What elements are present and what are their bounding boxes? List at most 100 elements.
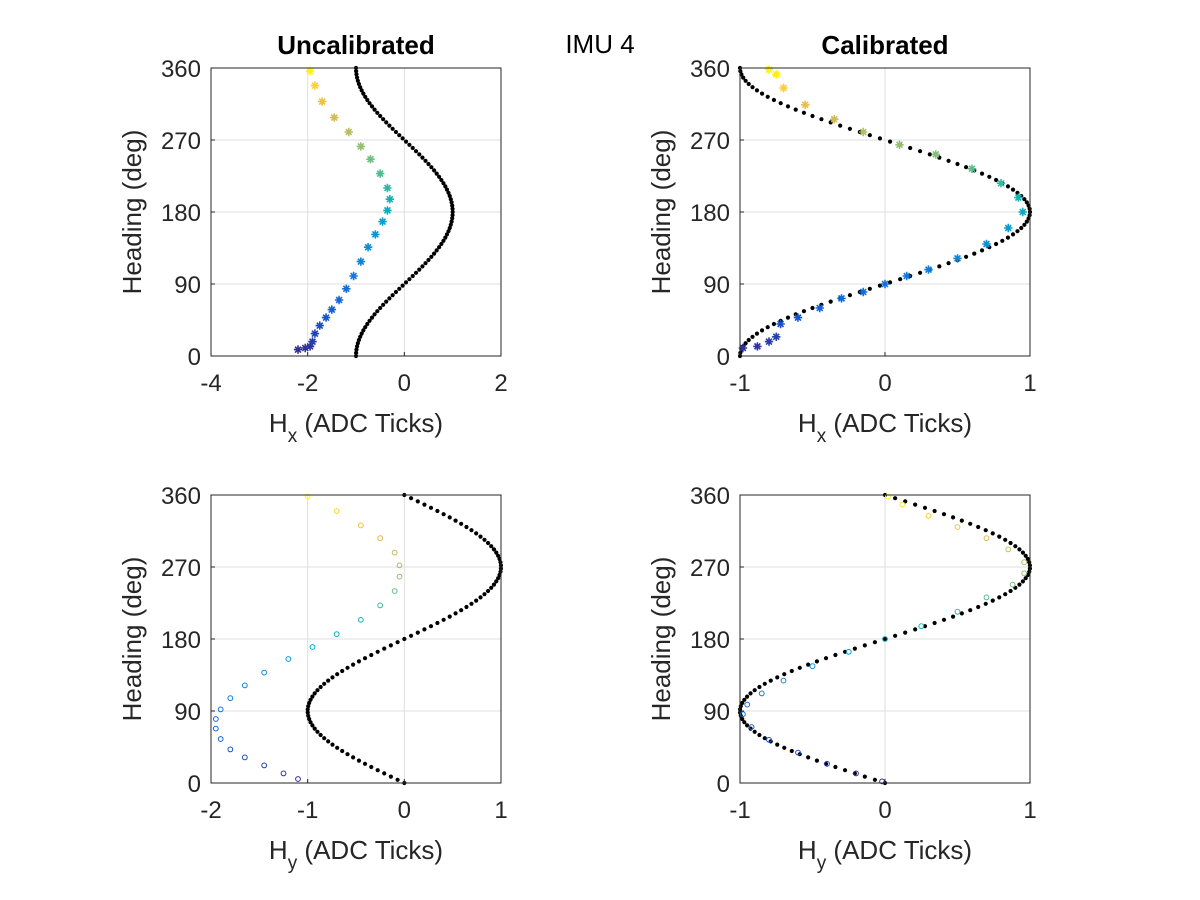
reference-point xyxy=(378,305,383,311)
reference-point xyxy=(474,598,479,603)
reference-point xyxy=(1003,592,1008,597)
reference-point xyxy=(426,257,431,263)
reference-point xyxy=(983,601,988,606)
y-tick-label: 270 xyxy=(690,555,730,582)
reference-point xyxy=(1017,547,1022,552)
reference-point xyxy=(431,251,437,256)
data-point xyxy=(330,113,339,122)
reference-point xyxy=(917,270,923,275)
reference-point xyxy=(746,81,751,87)
reference-point xyxy=(361,328,366,333)
reference-point xyxy=(351,755,356,760)
reference-point xyxy=(367,318,372,323)
reference-point xyxy=(439,177,444,183)
reference-point xyxy=(365,97,370,103)
reference-point xyxy=(1010,187,1016,192)
data-point xyxy=(895,140,904,149)
reference-point xyxy=(415,499,420,504)
reference-point xyxy=(450,216,455,221)
reference-point xyxy=(1022,197,1027,202)
reference-point xyxy=(369,315,375,320)
reference-point xyxy=(959,518,964,523)
reference-point xyxy=(797,665,802,670)
y-tick-label: 90 xyxy=(703,272,730,299)
reference-point xyxy=(950,515,956,520)
y-axis-label: Heading (deg) xyxy=(646,557,676,722)
data-point xyxy=(317,97,327,106)
reference-point xyxy=(330,742,335,747)
y-tick-label: 180 xyxy=(690,627,730,654)
reference-point xyxy=(312,691,317,696)
reference-point xyxy=(356,81,362,87)
reference-point xyxy=(750,334,755,339)
reference-point xyxy=(913,627,918,632)
reference-point xyxy=(378,113,383,119)
reference-point xyxy=(395,777,400,782)
reference-point xyxy=(453,611,458,616)
reference-point xyxy=(778,101,783,106)
reference-point xyxy=(474,531,479,536)
reference-point xyxy=(354,75,360,80)
reference-point xyxy=(390,126,395,131)
reference-point xyxy=(312,726,317,731)
reference-point xyxy=(363,325,368,330)
data-point xyxy=(899,501,906,508)
reference-point xyxy=(369,764,374,770)
reference-point xyxy=(447,515,452,520)
reference-point xyxy=(983,528,988,533)
reference-point xyxy=(990,531,995,536)
reference-point xyxy=(397,286,402,291)
data-point xyxy=(954,524,961,530)
reference-point xyxy=(322,681,327,686)
reference-point xyxy=(381,117,386,122)
reference-point xyxy=(750,85,755,90)
reference-point xyxy=(306,704,311,709)
reference-point xyxy=(872,640,877,645)
reference-point xyxy=(752,688,757,693)
data-point xyxy=(1009,581,1016,588)
data-point xyxy=(280,770,287,777)
reference-point xyxy=(963,165,969,170)
x-tick-label: 2 xyxy=(494,370,507,397)
data-point xyxy=(377,535,384,542)
reference-point xyxy=(356,337,362,343)
reference-point xyxy=(369,104,375,109)
reference-point xyxy=(356,659,362,664)
reference-point xyxy=(345,665,350,670)
reference-point xyxy=(439,241,444,247)
reference-point xyxy=(410,145,415,151)
x-axis-label: Hx (ADC Ticks) xyxy=(798,408,972,447)
reference-point xyxy=(434,171,439,176)
reference-point xyxy=(450,203,455,208)
y-tick-label: 0 xyxy=(717,771,730,798)
reference-point xyxy=(450,213,455,218)
reference-point xyxy=(307,716,312,722)
x-axis-label: Hy (ADC Ticks) xyxy=(798,835,972,874)
reference-point xyxy=(437,174,442,179)
data-point xyxy=(333,508,340,514)
reference-point xyxy=(806,755,811,760)
data-point xyxy=(859,287,868,297)
reference-point xyxy=(355,341,360,346)
reference-point xyxy=(941,617,947,622)
reference-point xyxy=(742,697,747,702)
data-point xyxy=(764,65,774,74)
reference-point xyxy=(810,113,815,119)
reference-point xyxy=(326,739,331,744)
data-point xyxy=(758,690,765,697)
reference-point xyxy=(1024,200,1029,205)
reference-point xyxy=(395,640,400,645)
reference-point xyxy=(743,78,748,83)
reference-point xyxy=(407,277,412,282)
x-tick-label: 0 xyxy=(878,797,891,824)
data-point xyxy=(301,343,310,353)
x-axis-label: Hx (ADC Ticks) xyxy=(269,408,443,447)
reference-point xyxy=(491,547,497,552)
reference-point xyxy=(335,672,340,677)
reference-point xyxy=(400,283,405,288)
y-tick-label: 0 xyxy=(188,344,201,371)
reference-point xyxy=(307,700,312,706)
reference-point xyxy=(429,165,434,170)
data-point xyxy=(1014,193,1023,202)
reference-point xyxy=(765,94,770,99)
